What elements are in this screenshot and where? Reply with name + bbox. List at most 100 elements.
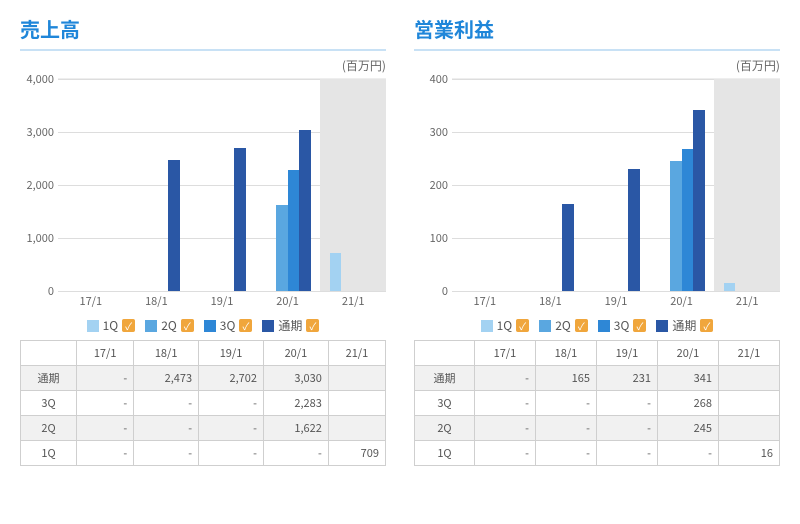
check-icon: ✓ (122, 319, 135, 332)
x-tick-label: 18/1 (539, 293, 562, 309)
table-col-header: 21/1 (718, 341, 779, 366)
table-cell: 2,473 (134, 366, 199, 391)
table-cell: - (77, 366, 134, 391)
table-cell: 165 (535, 366, 596, 391)
legend-item-q2[interactable]: 2Q ✓ (539, 317, 588, 334)
x-tick-label: 20/1 (670, 293, 693, 309)
y-tick-label: 200 (414, 177, 448, 193)
legend-label-q3: 3Q (220, 317, 236, 334)
gridline (452, 291, 780, 292)
table-cell: - (474, 416, 535, 441)
panel-title-opinc: 営業利益 (414, 14, 780, 51)
table-cell: - (263, 441, 328, 466)
legend-label-q1: 1Q (103, 317, 119, 334)
chart-opinc: 010020030040017/118/119/120/121/1 (414, 74, 780, 309)
table-cell (718, 391, 779, 416)
bar-q2 (276, 205, 288, 291)
check-icon: ✓ (306, 319, 319, 332)
table-row-header: 1Q (415, 441, 475, 466)
table-row: 2Q---1,622 (21, 416, 386, 441)
table-cell (718, 416, 779, 441)
table-row-header: 通期 (21, 366, 77, 391)
bar-fy (299, 130, 311, 291)
table-cell: 3,030 (263, 366, 328, 391)
legend-item-fy[interactable]: 通期 ✓ (656, 317, 713, 334)
table-row: 1Q----709 (21, 441, 386, 466)
table-cell: 2,702 (199, 366, 264, 391)
bar-fy (234, 148, 246, 291)
forecast-shade (714, 79, 780, 291)
table-cell: - (199, 391, 264, 416)
table-cell: - (199, 416, 264, 441)
legend-label-q3: 3Q (614, 317, 630, 334)
table-cell: - (657, 441, 718, 466)
table-cell: 709 (328, 441, 385, 466)
table-cell: - (474, 391, 535, 416)
y-tick-label: 300 (414, 124, 448, 140)
legend-label-fy: 通期 (672, 317, 696, 334)
table-sales: 17/118/119/120/121/1通期-2,4732,7023,0303Q… (20, 340, 386, 466)
table-row: 通期-165231341 (415, 366, 780, 391)
check-icon: ✓ (575, 319, 588, 332)
table-cell: - (134, 416, 199, 441)
legend-item-q1[interactable]: 1Q ✓ (481, 317, 530, 334)
table-row: 1Q----16 (415, 441, 780, 466)
legend-item-q2[interactable]: 2Q ✓ (145, 317, 194, 334)
table-row-header: 通期 (415, 366, 475, 391)
x-tick-label: 18/1 (145, 293, 168, 309)
table-cell (328, 416, 385, 441)
y-tick-label: 400 (414, 71, 448, 87)
y-tick-label: 3,000 (20, 124, 54, 140)
y-tick-label: 0 (20, 283, 54, 299)
x-tick-label: 19/1 (211, 293, 234, 309)
y-tick-label: 2,000 (20, 177, 54, 193)
y-tick-label: 0 (414, 283, 448, 299)
table-cell (328, 366, 385, 391)
check-icon: ✓ (239, 319, 252, 332)
bar-q3 (288, 170, 300, 291)
legend-label-q2: 2Q (161, 317, 177, 334)
swatch-q1 (481, 320, 493, 332)
bar-fy (562, 204, 574, 291)
bar-fy (628, 169, 640, 291)
x-tick-label: 19/1 (605, 293, 628, 309)
legend-item-q3[interactable]: 3Q ✓ (204, 317, 253, 334)
table-row-header: 3Q (415, 391, 475, 416)
swatch-q3 (204, 320, 216, 332)
table-cell: 2,283 (263, 391, 328, 416)
legend-label-q2: 2Q (555, 317, 571, 334)
bar-q1 (330, 253, 342, 291)
legend-item-q3[interactable]: 3Q ✓ (598, 317, 647, 334)
legend-label-fy: 通期 (278, 317, 302, 334)
table-corner (415, 341, 475, 366)
table-col-header: 20/1 (657, 341, 718, 366)
panel-sales: 売上高 (百万円) 01,0002,0003,0004,00017/118/11… (20, 14, 386, 508)
table-row: 3Q---268 (415, 391, 780, 416)
x-tick-label: 17/1 (473, 293, 496, 309)
bar-fy (168, 160, 180, 291)
x-tick-label: 21/1 (736, 293, 759, 309)
table-col-header: 18/1 (535, 341, 596, 366)
table-cell: - (535, 441, 596, 466)
table-col-header: 19/1 (596, 341, 657, 366)
legend-item-q1[interactable]: 1Q ✓ (87, 317, 136, 334)
legend-item-fy[interactable]: 通期 ✓ (262, 317, 319, 334)
table-row: 3Q---2,283 (21, 391, 386, 416)
gridline (58, 291, 386, 292)
table-cell (328, 391, 385, 416)
x-tick-label: 21/1 (342, 293, 365, 309)
table-cell: - (596, 416, 657, 441)
swatch-fy (262, 320, 274, 332)
check-icon: ✓ (181, 319, 194, 332)
table-row-header: 2Q (21, 416, 77, 441)
table-cell: - (596, 391, 657, 416)
bar-q1 (724, 283, 736, 291)
legend-opinc: 1Q ✓ 2Q ✓ 3Q ✓ 通期 ✓ (414, 317, 780, 334)
x-labels: 17/118/119/120/121/1 (58, 293, 386, 309)
swatch-q2 (145, 320, 157, 332)
panel-opinc: 営業利益 (百万円) 010020030040017/118/119/120/1… (414, 14, 780, 508)
legend-label-q1: 1Q (497, 317, 513, 334)
table-cell: 245 (657, 416, 718, 441)
bar-fy (693, 110, 705, 291)
check-icon: ✓ (633, 319, 646, 332)
